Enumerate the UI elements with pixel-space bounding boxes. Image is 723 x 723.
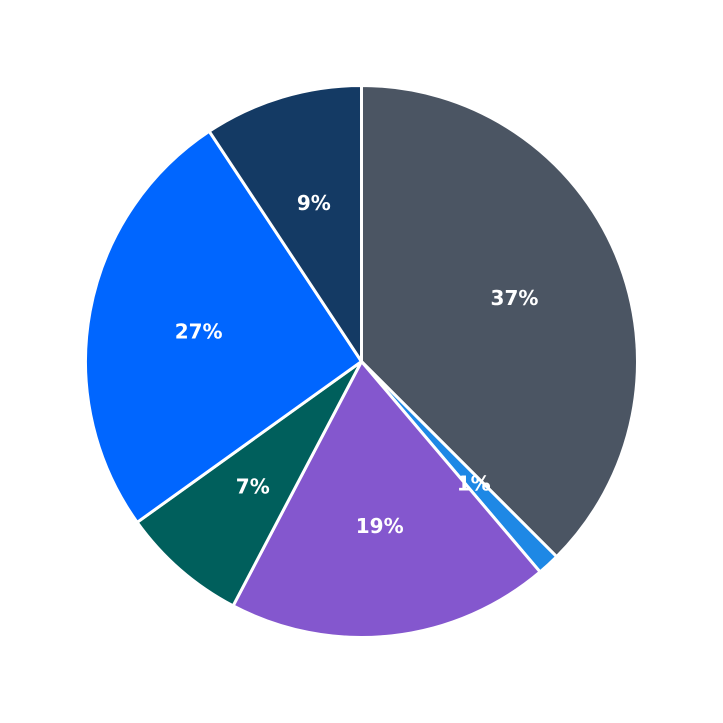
pie-slices bbox=[84, 84, 639, 639]
pie-labels: 37% 1% 19% 7% 27% 9% bbox=[175, 191, 539, 538]
pie-slice-6 bbox=[207, 84, 363, 363]
pie-slice-label-5: 27% bbox=[175, 319, 223, 343]
pie-slice-3 bbox=[231, 360, 542, 639]
pie-slice-label-6: 9% bbox=[297, 191, 331, 215]
pie-slice-label-4: 7% bbox=[236, 474, 270, 498]
pie-slice-5 bbox=[84, 129, 363, 524]
pie-slice-label-2: 1% bbox=[457, 471, 491, 495]
pie-slice-1 bbox=[360, 84, 639, 559]
pie-slice-label-3: 19% bbox=[356, 514, 404, 538]
pie-slice-4 bbox=[135, 360, 363, 608]
pie-slice-label-1: 37% bbox=[491, 286, 539, 310]
